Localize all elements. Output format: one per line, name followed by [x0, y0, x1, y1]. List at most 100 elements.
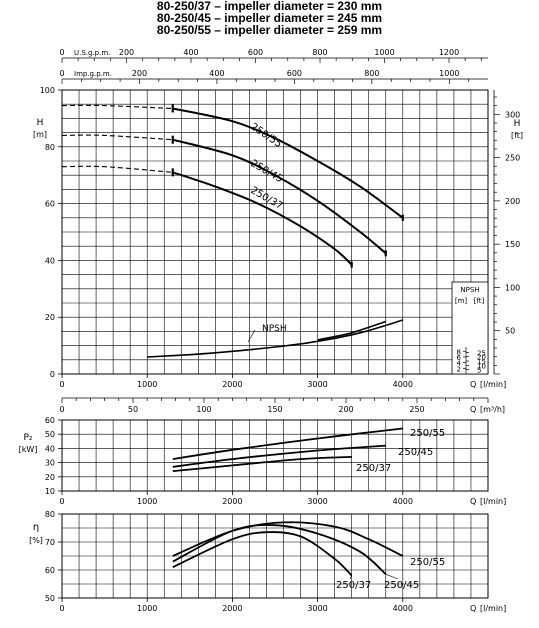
head-curve-250-37-dashed [61, 165, 173, 173]
head-ft-tick-label: 200 [505, 197, 520, 206]
head-y-tick-label: 20 [45, 313, 55, 322]
power-y-tick-label: 50 [45, 430, 55, 439]
usgpm-tick-label: 1200 [439, 48, 459, 57]
m3h-unit: [m³/h] [480, 405, 505, 414]
head-curve-250-45-dashed [61, 134, 173, 141]
chart-titles: 80-250/37 – impeller diameter = 230 mm 8… [0, 0, 539, 36]
power-y-unit: [kW] [19, 445, 38, 454]
power-x-label: Q [470, 497, 476, 506]
head-x-tick-label: 4000 [393, 380, 413, 389]
title-250-37: 80-250/37 – impeller diameter = 230 mm [156, 0, 383, 13]
eff-x-tick-label: 0 [59, 604, 64, 613]
m3h-tick-label: 100 [196, 405, 211, 414]
head-x-label: Q [470, 380, 476, 389]
power-curve-250-37 [172, 456, 352, 472]
head-y-tick-label: 40 [45, 256, 55, 265]
eff-curve-label: 250/55 [410, 557, 445, 568]
usgpm-tick-label: 1000 [374, 48, 394, 57]
curves-layer [61, 104, 404, 577]
impgpm-tick-label: 400 [209, 69, 224, 78]
head-y-label: H [37, 118, 44, 128]
eff-x-unit: [l/min] [480, 604, 506, 613]
npsh-box-m-label: 2 [457, 365, 461, 373]
eff-x-tick-label: 3000 [307, 604, 327, 613]
m3h-tick-label: 150 [267, 405, 282, 414]
power-y-tick-label: 20 [45, 473, 55, 482]
m3h-tick-label: 0 [59, 405, 64, 414]
usgpm-tick-label: 600 [248, 48, 263, 57]
impgpm-tick-label: 1000 [439, 69, 459, 78]
power-x-tick-label: 3000 [307, 497, 327, 506]
eff-x-tick-label: 4000 [393, 604, 413, 613]
impgpm-tick-label: 600 [287, 69, 302, 78]
m3h-tick-label: 200 [338, 405, 353, 414]
npsh-box-ft-label: 15 [477, 358, 486, 366]
usgpm-tick-label: 200 [119, 48, 134, 57]
m3h-label: Q [470, 405, 476, 414]
power-x-tick-label: 0 [59, 497, 64, 506]
eff-y-tick-label: 70 [45, 538, 55, 547]
power-curve-label: 250/55 [410, 428, 445, 439]
title-250-55: 80-250/55 – impeller diameter = 259 mm [156, 23, 383, 37]
npsh-box-unit-ft: [ft] [474, 297, 485, 305]
npsh-curve-1 [317, 320, 387, 341]
head-x-tick-label: 3000 [307, 380, 327, 389]
npsh-label: NPSH [262, 324, 287, 334]
impgpm-tick-label: 200 [132, 69, 147, 78]
power-y-tick-label: 60 [45, 416, 55, 425]
head-x-tick-label: 2000 [222, 380, 242, 389]
head-ft-tick-label: 300 [505, 110, 520, 119]
eff-x-tick-label: 2000 [222, 604, 242, 613]
power-x-tick-label: 4000 [393, 497, 413, 506]
npsh-box-m-label: 8 [457, 348, 461, 356]
power-x-tick-label: 1000 [137, 497, 157, 506]
usgpm-label: U.S.g.p.m. [74, 49, 110, 57]
power-curve-label: 250/37 [356, 463, 391, 474]
eff-x-label: Q [470, 604, 476, 613]
eff-y-tick-label: 60 [45, 566, 55, 575]
usgpm-tick-label: 0 [59, 48, 64, 57]
head-curve-250-55-dashed [61, 104, 173, 110]
npsh-box-ft-label: 10 [477, 362, 486, 370]
title-250-45: 80-250/45 – impeller diameter = 245 mm [156, 11, 383, 25]
eff-curve-250-45 [172, 524, 387, 575]
npsh-box-title: NPSH [460, 286, 479, 294]
usgpm-tick-label: 800 [312, 48, 327, 57]
power-curve-250-55 [172, 427, 403, 460]
npsh-curve-0 [147, 319, 404, 358]
npsh-box-ft-label: 20 [477, 354, 486, 362]
head-x-tick-label: 0 [59, 380, 64, 389]
head-curve-250-55-solid [172, 107, 404, 219]
npsh-box-ft-label: 5 [477, 367, 481, 375]
axes-layer [58, 57, 500, 602]
head-frame [61, 89, 489, 375]
eff-x-tick-label: 1000 [137, 604, 157, 613]
eff-frame [61, 513, 489, 599]
m3h-tick-label: 50 [128, 405, 138, 414]
grid-layer [61, 89, 489, 599]
usgpm-tick-label: 400 [183, 48, 198, 57]
impgpm-tick-label: 0 [59, 69, 64, 78]
head-y-tick-label: 60 [45, 200, 55, 209]
head-ft-tick-label: 150 [505, 240, 520, 249]
eff-curve-leader [349, 575, 352, 580]
head-y-right-label: H [514, 119, 521, 129]
head-x-unit: [l/min] [480, 380, 506, 389]
head-ft-tick-label: 100 [505, 283, 520, 292]
eff-curve-leader [385, 573, 399, 580]
power-curve-250-45 [172, 444, 386, 468]
head-y-right-unit: [ft] [511, 131, 523, 140]
eff-curve-250-37 [172, 531, 353, 577]
eff-y-unit: [%] [29, 536, 43, 545]
impgpm-tick-label: 800 [364, 69, 379, 78]
head-y-tick-label: 100 [40, 86, 55, 95]
eff-y-label: η [33, 522, 39, 533]
head-ft-tick-label: 250 [505, 154, 520, 163]
eff-y-tick-label: 50 [45, 594, 55, 603]
npsh-box-unit-m: [m] [455, 297, 468, 305]
power-curve-label: 250/45 [398, 447, 433, 458]
impgpm-label: Imp.g.p.m. [74, 70, 112, 78]
power-y-label: P₂ [23, 433, 32, 443]
head-y-unit: [m] [33, 130, 47, 139]
